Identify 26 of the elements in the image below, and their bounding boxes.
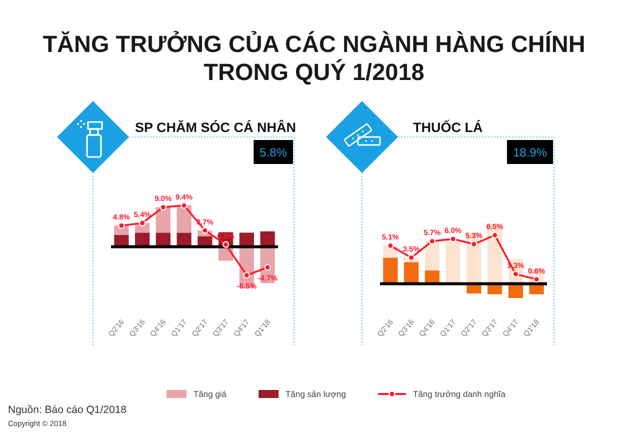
bar xyxy=(404,262,419,284)
text: 18.9% xyxy=(512,146,548,160)
bar xyxy=(446,238,460,284)
text: Nguồn: Báo cáo Q1/2018 xyxy=(8,404,127,416)
text: TĂNG TRƯỞNG CỦA CÁC NGÀNH HÀNG CHÍNH TRONG QUÝ 1/2018 xyxy=(42,30,586,85)
point xyxy=(138,220,146,226)
legend-label: Tăng sản lượng xyxy=(286,389,346,399)
point xyxy=(118,222,125,229)
point xyxy=(387,242,394,250)
point xyxy=(408,254,415,261)
legend-label: Tăng giá xyxy=(193,389,227,399)
legend-label: Tăng trưởng danh nghĩa xyxy=(412,389,506,399)
point xyxy=(264,264,271,271)
bar xyxy=(156,207,170,233)
point xyxy=(202,227,208,234)
point xyxy=(450,236,456,242)
point xyxy=(180,202,188,209)
bar xyxy=(424,241,440,270)
chart-title: SP CHĂM SÓC CÁ NHÂN xyxy=(135,119,296,135)
text: 5.8% xyxy=(260,146,288,160)
point xyxy=(222,241,230,248)
point xyxy=(491,232,498,239)
point xyxy=(243,272,250,279)
bar xyxy=(383,258,398,284)
point xyxy=(470,240,478,248)
chart-title: THUỐC LÁ xyxy=(413,119,483,135)
